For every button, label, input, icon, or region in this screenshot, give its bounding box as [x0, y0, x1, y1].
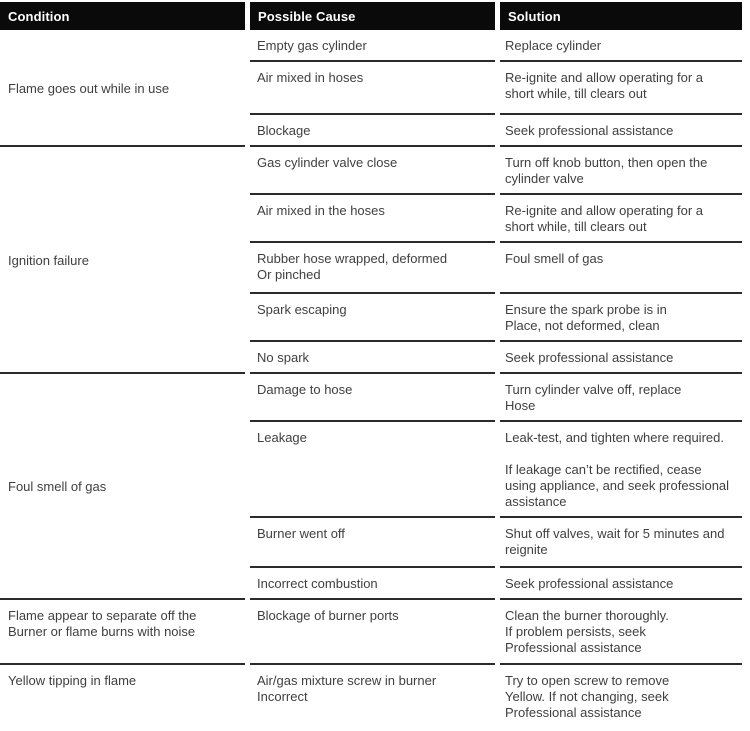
condition-cell: Yellow tipping in flame: [0, 665, 245, 731]
cause-cell: Damage to hose: [250, 374, 495, 422]
section-rows: Gas cylinder valve close Turn off knob bu…: [250, 147, 742, 374]
solution-cell: Re-ignite and allow operating for a shor…: [500, 62, 742, 115]
solution-cell: Foul smell of gas: [500, 243, 742, 294]
table-row: Air/gas mixture screw in burner Incorrec…: [250, 665, 742, 731]
section-rows: Empty gas cylinder Replace cylinder Air mi…: [250, 30, 742, 147]
table-row: Gas cylinder valve close Turn off knob bu…: [250, 147, 742, 195]
solution-cell: Turn off knob button, then open the cyli…: [500, 147, 742, 195]
solution-cell: Seek professional assistance: [500, 568, 742, 600]
table-row: Empty gas cylinder Replace cylinder: [250, 30, 742, 62]
table-header-row: Condition Possible Cause Solution: [0, 2, 742, 30]
solution-cell: Try to open screw to remove Yellow. If n…: [500, 665, 742, 731]
header-possible-cause: Possible Cause: [250, 2, 495, 30]
table-row: Incorrect combustion Seek professional as…: [250, 568, 742, 600]
solution-cell: Seek professional assistance: [500, 115, 742, 147]
condition-cell: Ignition failure: [0, 147, 245, 374]
solution-cell: Leak-test, and tighten where required. I…: [500, 422, 742, 518]
cause-cell: No spark: [250, 342, 495, 374]
cause-cell: Blockage of burner ports: [250, 600, 495, 665]
solution-cell: Ensure the spark probe is in Place, not …: [500, 294, 742, 342]
table-section: Yellow tipping in flame Air/gas mixture s…: [0, 665, 742, 731]
solution-cell: Seek professional assistance: [500, 342, 742, 374]
table-section: Flame appear to separate off the Burner …: [0, 600, 742, 665]
condition-cell: Flame appear to separate off the Burner …: [0, 600, 245, 665]
solution-cell: Replace cylinder: [500, 30, 742, 62]
table-section: Flame goes out while in use Empty gas cyl…: [0, 30, 742, 147]
cause-cell: Blockage: [250, 115, 495, 147]
table-row: Blockage Seek professional assistance: [250, 115, 742, 147]
cause-cell: Leakage: [250, 422, 495, 518]
condition-cell: Foul smell of gas: [0, 374, 245, 600]
header-solution: Solution: [500, 2, 742, 30]
solution-cell: Shut off valves, wait for 5 minutes and …: [500, 518, 742, 568]
cause-cell: Gas cylinder valve close: [250, 147, 495, 195]
solution-cell: Turn cylinder valve off, replace Hose: [500, 374, 742, 422]
solution-cell: Re-ignite and allow operating for a shor…: [500, 195, 742, 243]
table-body: Flame goes out while in use Empty gas cyl…: [0, 30, 742, 731]
cause-cell: Air/gas mixture screw in burner Incorrec…: [250, 665, 495, 731]
cause-cell: Empty gas cylinder: [250, 30, 495, 62]
condition-cell: Flame goes out while in use: [0, 30, 245, 147]
table-row: Rubber hose wrapped, deformed Or pinched…: [250, 243, 742, 294]
table-row: Burner went off Shut off valves, wait for…: [250, 518, 742, 568]
cause-cell: Spark escaping: [250, 294, 495, 342]
section-rows: Blockage of burner ports Clean the burner…: [250, 600, 742, 665]
section-rows: Damage to hose Turn cylinder valve off, r…: [250, 374, 742, 600]
cause-cell: Air mixed in hoses: [250, 62, 495, 115]
table-row: Air mixed in the hoses Re-ignite and allo…: [250, 195, 742, 243]
table-row: Leakage Leak-test, and tighten where requ…: [250, 422, 742, 518]
table-row: No spark Seek professional assistance: [250, 342, 742, 374]
table-row: Spark escaping Ensure the spark probe is …: [250, 294, 742, 342]
cause-cell: Rubber hose wrapped, deformed Or pinched: [250, 243, 495, 294]
cause-cell: Incorrect combustion: [250, 568, 495, 600]
solution-cell: Clean the burner thoroughly. If problem …: [500, 600, 742, 665]
table-row: Damage to hose Turn cylinder valve off, r…: [250, 374, 742, 422]
table-section: Ignition failure Gas cylinder valve close…: [0, 147, 742, 374]
table-section: Foul smell of gas Damage to hose Turn cyli…: [0, 374, 742, 600]
header-condition: Condition: [0, 2, 245, 30]
table-row: Blockage of burner ports Clean the burner…: [250, 600, 742, 665]
section-rows: Air/gas mixture screw in burner Incorrec…: [250, 665, 742, 731]
cause-cell: Burner went off: [250, 518, 495, 568]
table-row: Air mixed in hoses Re-ignite and allow op…: [250, 62, 742, 115]
cause-cell: Air mixed in the hoses: [250, 195, 495, 243]
